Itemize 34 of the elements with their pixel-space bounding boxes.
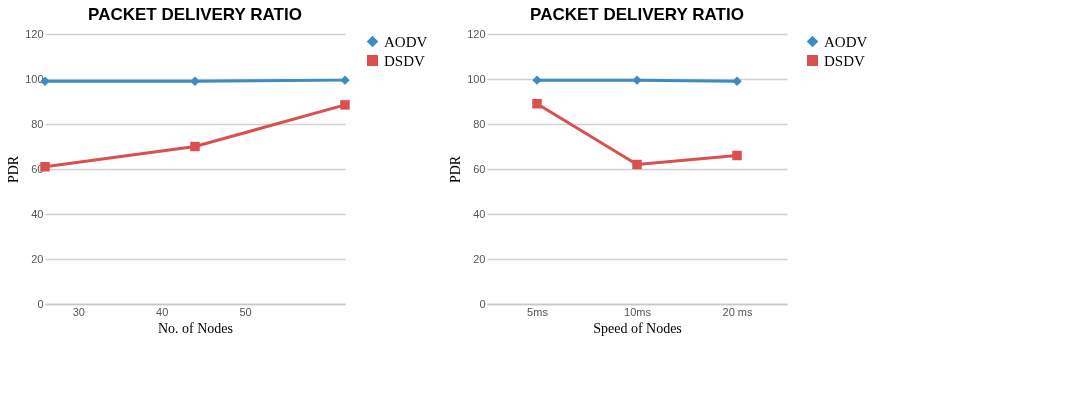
- chart-title: PACKET DELIVERY RATIO: [88, 5, 302, 24]
- y-tick-label: 80: [31, 117, 44, 130]
- y-tick-label: 40: [473, 207, 486, 220]
- legend-label: AODV: [824, 33, 868, 50]
- legend-label: DSDV: [384, 52, 426, 69]
- y-tick-label: 120: [25, 27, 44, 40]
- legend-label: AODV: [384, 33, 428, 50]
- y-tick-label: 120: [467, 27, 486, 40]
- point: [632, 159, 642, 170]
- x-tick-label: 20 ms: [722, 305, 753, 318]
- x-axis-title: No. of Nodes: [157, 320, 234, 336]
- x-tick-label: 40: [156, 305, 169, 318]
- y-tick-label: 0: [479, 297, 486, 310]
- x-tick-label: 10ms: [624, 305, 652, 318]
- x-tick-label: 5ms: [527, 305, 549, 318]
- point: [340, 100, 350, 110]
- y-tick-label: 20: [473, 252, 486, 265]
- y-tick-label: 80: [473, 117, 486, 130]
- y-tick-label: 20: [31, 252, 44, 265]
- x-tick-label: 50: [239, 305, 252, 318]
- x-axis-title: Speed of Nodes: [593, 320, 682, 336]
- y-axis-title: PDR: [448, 155, 464, 184]
- y-tick-label: 0: [37, 297, 44, 310]
- chart-title: PACKET DELIVERY RATIO: [530, 5, 744, 24]
- y-tick-label: 60: [473, 162, 486, 175]
- y-tick-label: 100: [467, 72, 486, 85]
- point: [190, 141, 200, 152]
- y-axis-title: PDR: [6, 155, 22, 184]
- y-tick-label: 100: [25, 72, 44, 85]
- point: [532, 99, 542, 109]
- x-tick-label: 30: [72, 305, 85, 318]
- point: [732, 150, 742, 161]
- y-tick-label: 40: [31, 207, 44, 220]
- legend-label: DSDV: [824, 52, 866, 69]
